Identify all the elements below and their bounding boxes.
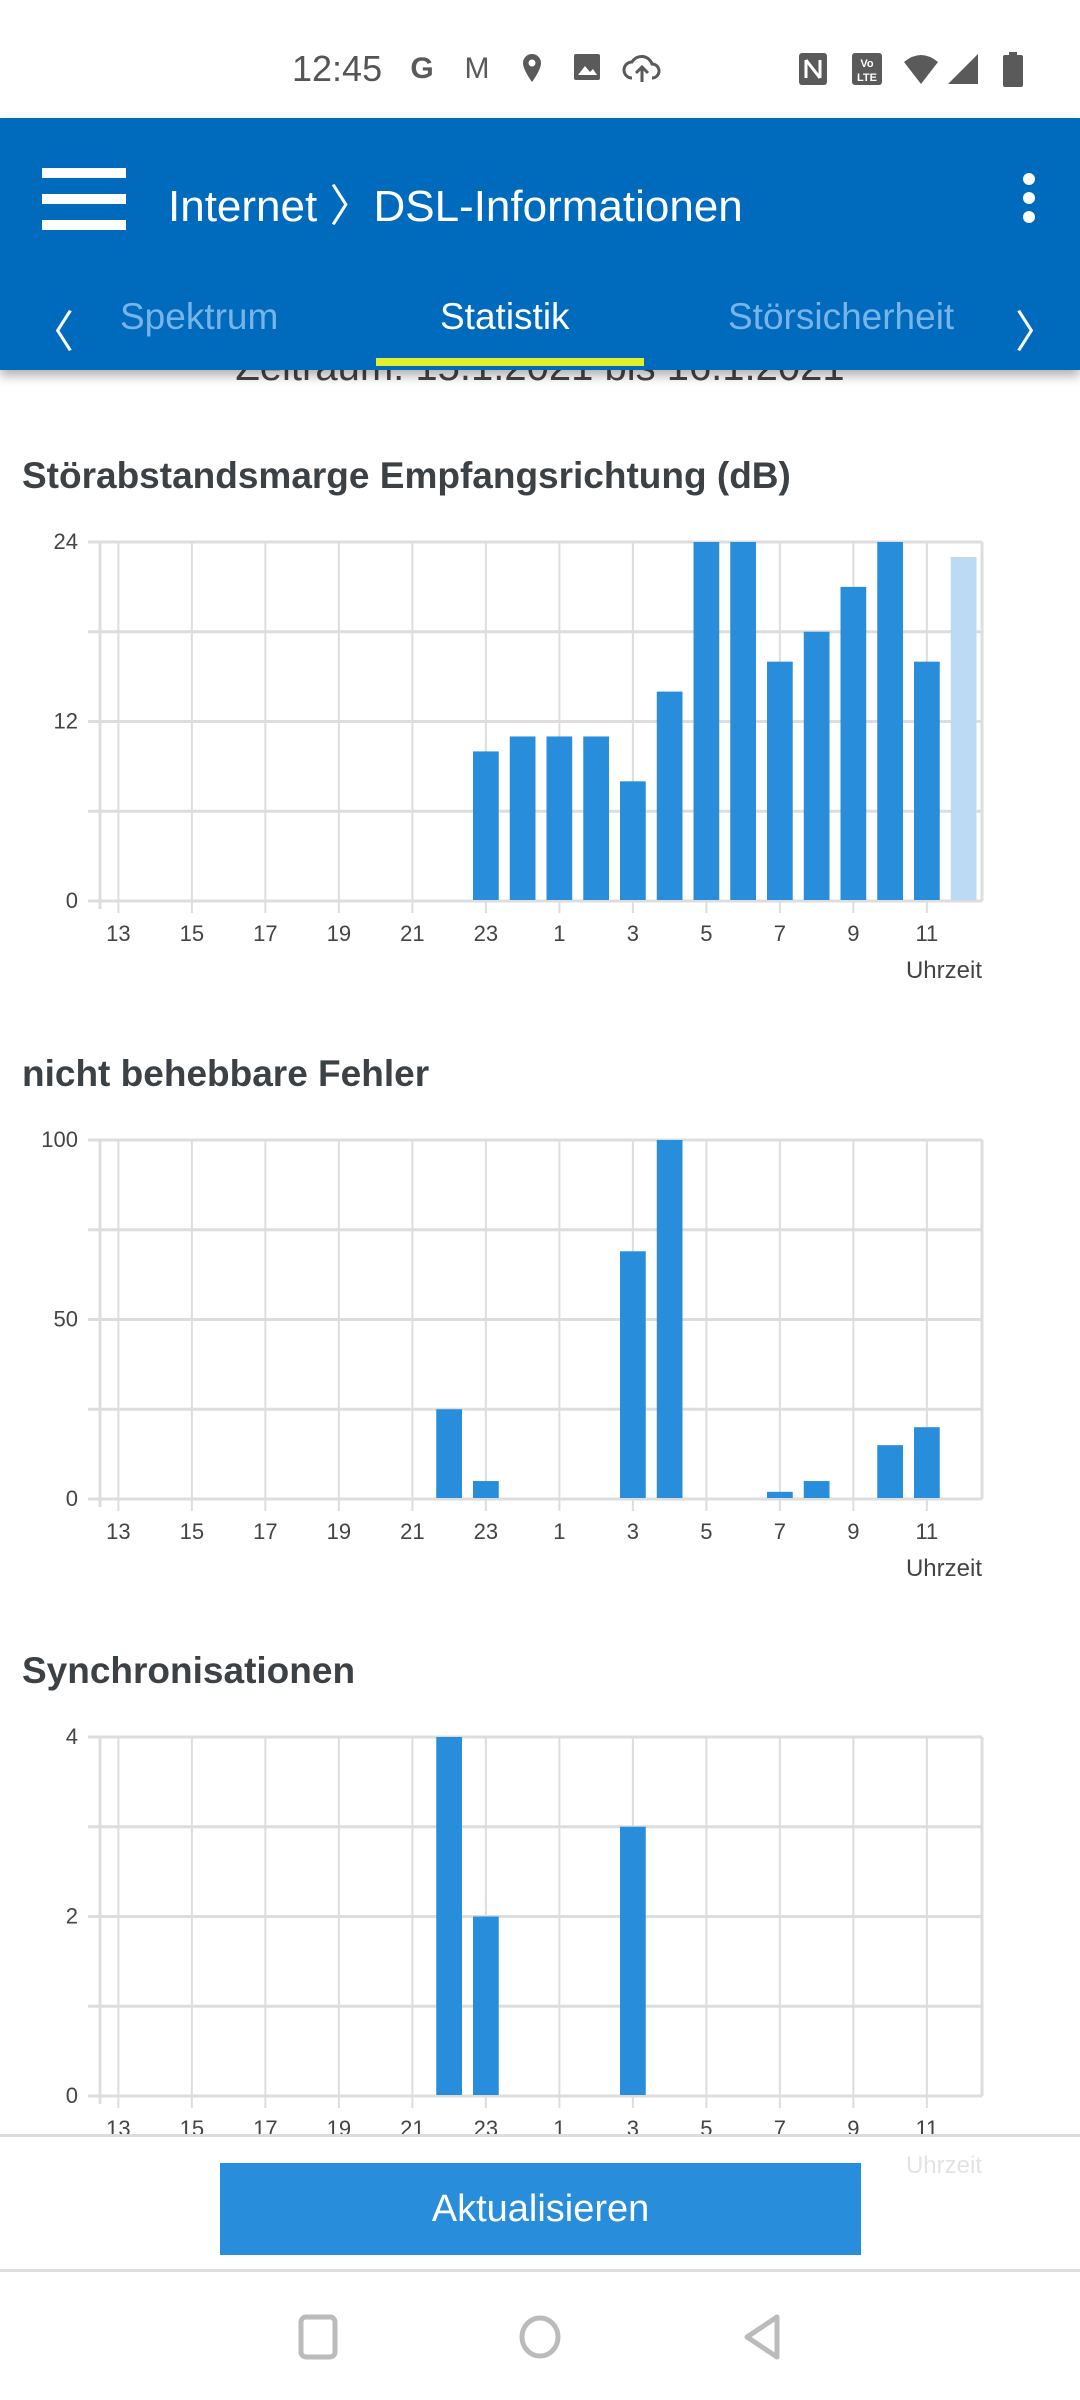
y-tick-label: 4: [66, 1724, 78, 1749]
y-tick-label: 0: [66, 888, 78, 913]
bar-8: [803, 631, 830, 900]
y-tick-label: 12: [54, 709, 78, 734]
bar-22: [436, 1409, 462, 1498]
bar-11: [914, 661, 940, 900]
x-tick-label: 17: [253, 1519, 277, 1544]
volte-icon: Vo LTE: [850, 52, 884, 86]
x-tick-label: 19: [327, 921, 351, 946]
x-tick-label: 21: [400, 921, 424, 946]
google-icon: G: [410, 52, 434, 85]
x-tick-label: 7: [774, 921, 786, 946]
chart-title-sync: Synchronisationen: [22, 1650, 356, 1691]
breadcrumb-current: DSL-Informationen: [373, 182, 743, 231]
x-tick-label: 23: [474, 1519, 498, 1544]
x-tick-label: 15: [180, 921, 204, 946]
tab-scroll-left-icon[interactable]: 〈: [30, 308, 74, 357]
x-axis-label: Uhrzeit: [906, 1555, 982, 1582]
x-tick-label: 9: [847, 921, 859, 946]
bar-9: [840, 586, 867, 900]
x-tick-label: 11: [915, 921, 938, 946]
chart-synchronizations: 0241315171921231357911Uhrzeit: [66, 1724, 984, 2179]
signal-icon: [946, 52, 980, 86]
recents-icon[interactable]: [298, 2314, 338, 2360]
x-tick-label: 3: [627, 921, 639, 946]
status-bar: 12:45 G M Vo LTE: [0, 0, 1080, 118]
y-tick-label: 2: [66, 1904, 78, 1929]
bar-23: [473, 1916, 499, 2095]
bar-10: [877, 542, 903, 900]
navigation-bar: [0, 2272, 1080, 2400]
battery-icon: [996, 52, 1030, 87]
x-axis-label: Uhrzeit: [906, 957, 982, 984]
svg-text:LTE: LTE: [857, 72, 877, 84]
tab-stoersicherheit[interactable]: Störsicherheit: [728, 296, 955, 337]
x-tick-label: 9: [847, 1519, 859, 1544]
x-tick-label: 13: [106, 1519, 130, 1544]
image-icon: [570, 52, 604, 86]
cloud-upload-icon: [622, 52, 661, 86]
breadcrumb: Internet 〉DSL-Informationen: [168, 170, 743, 234]
tab-spektrum[interactable]: Spektrum: [120, 296, 279, 337]
x-tick-label: 7: [774, 1519, 786, 1544]
x-tick-label: 15: [180, 1519, 204, 1544]
x-tick-label: 5: [700, 1519, 712, 1544]
bar-11: [914, 1427, 940, 1498]
breadcrumb-separator-icon: 〉: [329, 182, 374, 231]
bottom-action-bar: Aktualisieren: [0, 2134, 1080, 2272]
bar-1: [546, 736, 573, 900]
chart-title-errors: nicht behebbare Fehler: [22, 1053, 430, 1094]
bar-4: [656, 691, 683, 900]
bar-3: [620, 1826, 646, 2095]
bar-0: [509, 736, 536, 900]
bar-7: [767, 1491, 793, 1498]
x-tick-label: 11: [915, 1519, 938, 1544]
bar-22: [436, 1737, 462, 2095]
refresh-button[interactable]: Aktualisieren: [220, 2163, 861, 2255]
bar-8: [803, 1481, 830, 1498]
gmail-icon: M: [464, 52, 490, 85]
x-tick-label: 19: [327, 1519, 351, 1544]
breadcrumb-internet[interactable]: Internet: [168, 182, 318, 231]
y-tick-label: 0: [66, 1486, 78, 1511]
tab-statistik[interactable]: Statistik: [440, 296, 570, 337]
svg-text:Vo: Vo: [860, 58, 874, 70]
bar-23: [473, 751, 499, 900]
y-tick-label: 100: [41, 1127, 78, 1152]
x-tick-label: 1: [553, 921, 565, 946]
bar-3: [620, 1251, 646, 1498]
bar-5: [693, 542, 720, 900]
wifi-icon: [902, 52, 938, 86]
y-tick-label: 50: [54, 1307, 78, 1332]
active-tab-indicator: [376, 358, 644, 366]
x-tick-label: 1: [553, 1519, 565, 1544]
bar-12: [950, 556, 977, 900]
x-tick-label: 17: [253, 921, 277, 946]
bar-7: [767, 661, 793, 900]
bar-23: [473, 1481, 499, 1498]
x-tick-label: 5: [700, 921, 712, 946]
x-tick-label: 13: [106, 921, 130, 946]
location-icon: [515, 52, 549, 86]
y-tick-label: 0: [66, 2083, 78, 2108]
x-tick-label: 3: [627, 1519, 639, 1544]
nfc-icon: [796, 52, 830, 86]
y-tick-label: 24: [54, 529, 78, 554]
more-options-icon[interactable]: [1020, 173, 1038, 223]
x-tick-label: 21: [400, 1519, 424, 1544]
bar-6: [730, 542, 756, 900]
bar-10: [877, 1445, 903, 1498]
bar-2: [583, 736, 609, 900]
tab-scroll-right-icon[interactable]: 〉: [1015, 308, 1059, 357]
app-header: Internet 〉DSL-Informationen 〈 Spektrum S…: [0, 118, 1080, 370]
bar-3: [620, 781, 646, 900]
home-icon[interactable]: [518, 2314, 562, 2360]
x-tick-label: 23: [474, 921, 498, 946]
back-icon[interactable]: [742, 2314, 782, 2360]
bar-4: [656, 1140, 683, 1498]
hamburger-menu-icon[interactable]: [42, 168, 126, 230]
status-time: 12:45: [292, 48, 383, 89]
chart-title-snr: Störabstandsmarge Empfangsrichtung (dB): [22, 455, 791, 496]
